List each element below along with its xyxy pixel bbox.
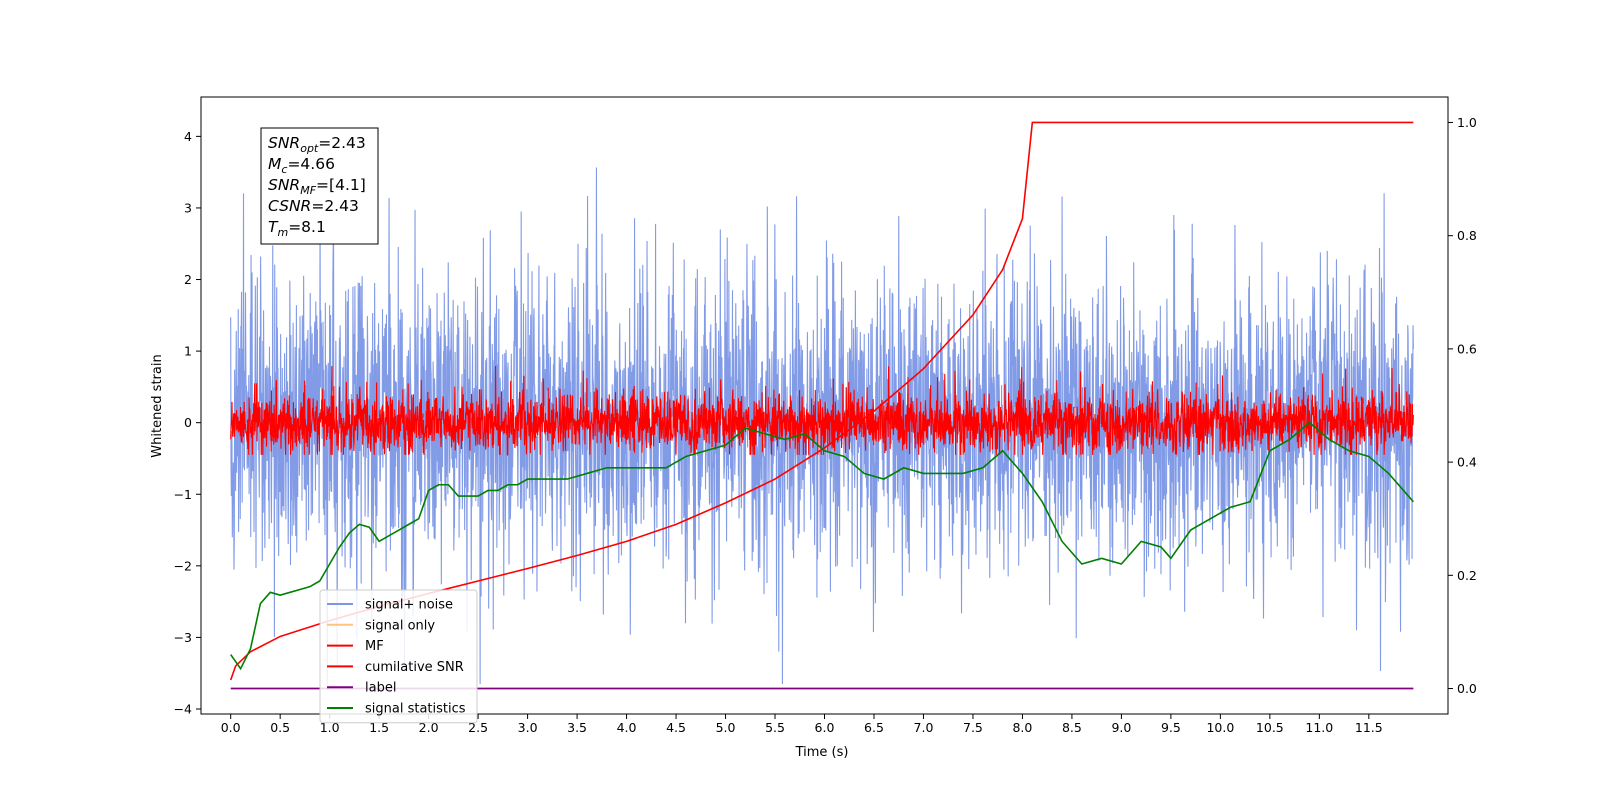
series-mf <box>230 365 1414 456</box>
x-tick-label: 5.5 <box>765 720 785 735</box>
x-tick-label: 4.5 <box>666 720 686 735</box>
x-tick-label: 11.5 <box>1355 720 1383 735</box>
legend-entry-label: signal statistics <box>365 702 466 717</box>
y2-tick-label: 0.8 <box>1457 228 1477 243</box>
x-tick-label: 1.5 <box>369 720 389 735</box>
x-tick-label: 10.5 <box>1256 720 1284 735</box>
y2-tick-label: 0.6 <box>1457 341 1477 356</box>
y-tick-label: −1 <box>174 487 192 502</box>
annotation-line: SNRopt=2.43 <box>268 134 366 155</box>
legend-entry-label: signal only <box>365 618 435 633</box>
legend-entry-label: signal+ noise <box>365 598 453 613</box>
x-tick-label: 3.0 <box>518 720 538 735</box>
y-axis-right: 0.0 0.2 0.4 0.6 0.8 1.0 <box>1448 115 1477 696</box>
legend: signal+ noise signal only MF cumilative SNR… <box>319 589 478 724</box>
y-tick-label: 4 <box>184 129 192 144</box>
y2-tick-label: 0.4 <box>1457 455 1477 470</box>
legend-entry-label: MF <box>365 639 384 654</box>
annotation-line: SNRMF=[4.1] <box>268 176 366 197</box>
x-tick-label: 9.0 <box>1111 720 1131 735</box>
x-tick-label: 6.5 <box>864 720 884 735</box>
x-tick-label: 4.0 <box>617 720 637 735</box>
series-signal-noise <box>230 167 1414 684</box>
y-tick-label: −3 <box>174 630 192 645</box>
x-tick-label: 0.0 <box>221 720 241 735</box>
x-tick-label: 8.5 <box>1062 720 1082 735</box>
legend-entry-label: label <box>365 681 396 696</box>
y-tick-label: 2 <box>184 272 192 287</box>
x-tick-label: 10.0 <box>1206 720 1234 735</box>
y-tick-label: 3 <box>184 200 192 215</box>
legend-entry-label: cumilative SNR <box>365 660 464 675</box>
annotation-line: Mc=4.66 <box>268 155 335 176</box>
legend-frame <box>319 589 478 724</box>
x-tick-label: 7.5 <box>963 720 983 735</box>
x-axis: 0.0 0.5 1.0 1.5 2.0 2.5 3.0 3.5 4.0 4.5 5.0 5.5 6.0 6… <box>221 714 1383 735</box>
y2-tick-label: 0.0 <box>1457 681 1477 696</box>
series-signal-statistics <box>230 421 1414 671</box>
y-axis-label: Whitened strain <box>150 354 165 457</box>
x-tick-label: 5.0 <box>716 720 736 735</box>
y-tick-label: 0 <box>184 415 192 430</box>
annotation-line: CSNR=2.43 <box>268 197 359 215</box>
series-cumulative-snr <box>229 121 1414 681</box>
y-tick-label: −2 <box>174 558 192 573</box>
y2-tick-label: 0.2 <box>1457 568 1477 583</box>
x-tick-label: 11.0 <box>1305 720 1333 735</box>
x-tick-label: 2.0 <box>419 720 439 735</box>
annotation-line: Tm=8.1 <box>268 218 326 239</box>
y-axis-left: −4 −3 −2 −1 0 1 2 3 4 <box>174 129 201 716</box>
y-tick-label: −4 <box>174 701 192 716</box>
x-tick-label: 6.0 <box>815 720 835 735</box>
x-tick-label: 1.0 <box>320 720 340 735</box>
y-tick-label: 1 <box>184 344 192 359</box>
x-tick-label: 8.0 <box>1012 720 1032 735</box>
y2-tick-label: 1.0 <box>1457 115 1477 130</box>
x-axis-label: Time (s) <box>795 745 849 760</box>
x-tick-label: 3.5 <box>567 720 587 735</box>
x-tick-label: 0.5 <box>270 720 290 735</box>
x-tick-label: 7.0 <box>914 720 934 735</box>
x-tick-label: 9.5 <box>1161 720 1181 735</box>
annotation-frame <box>260 127 379 245</box>
x-tick-label: 2.5 <box>468 720 488 735</box>
